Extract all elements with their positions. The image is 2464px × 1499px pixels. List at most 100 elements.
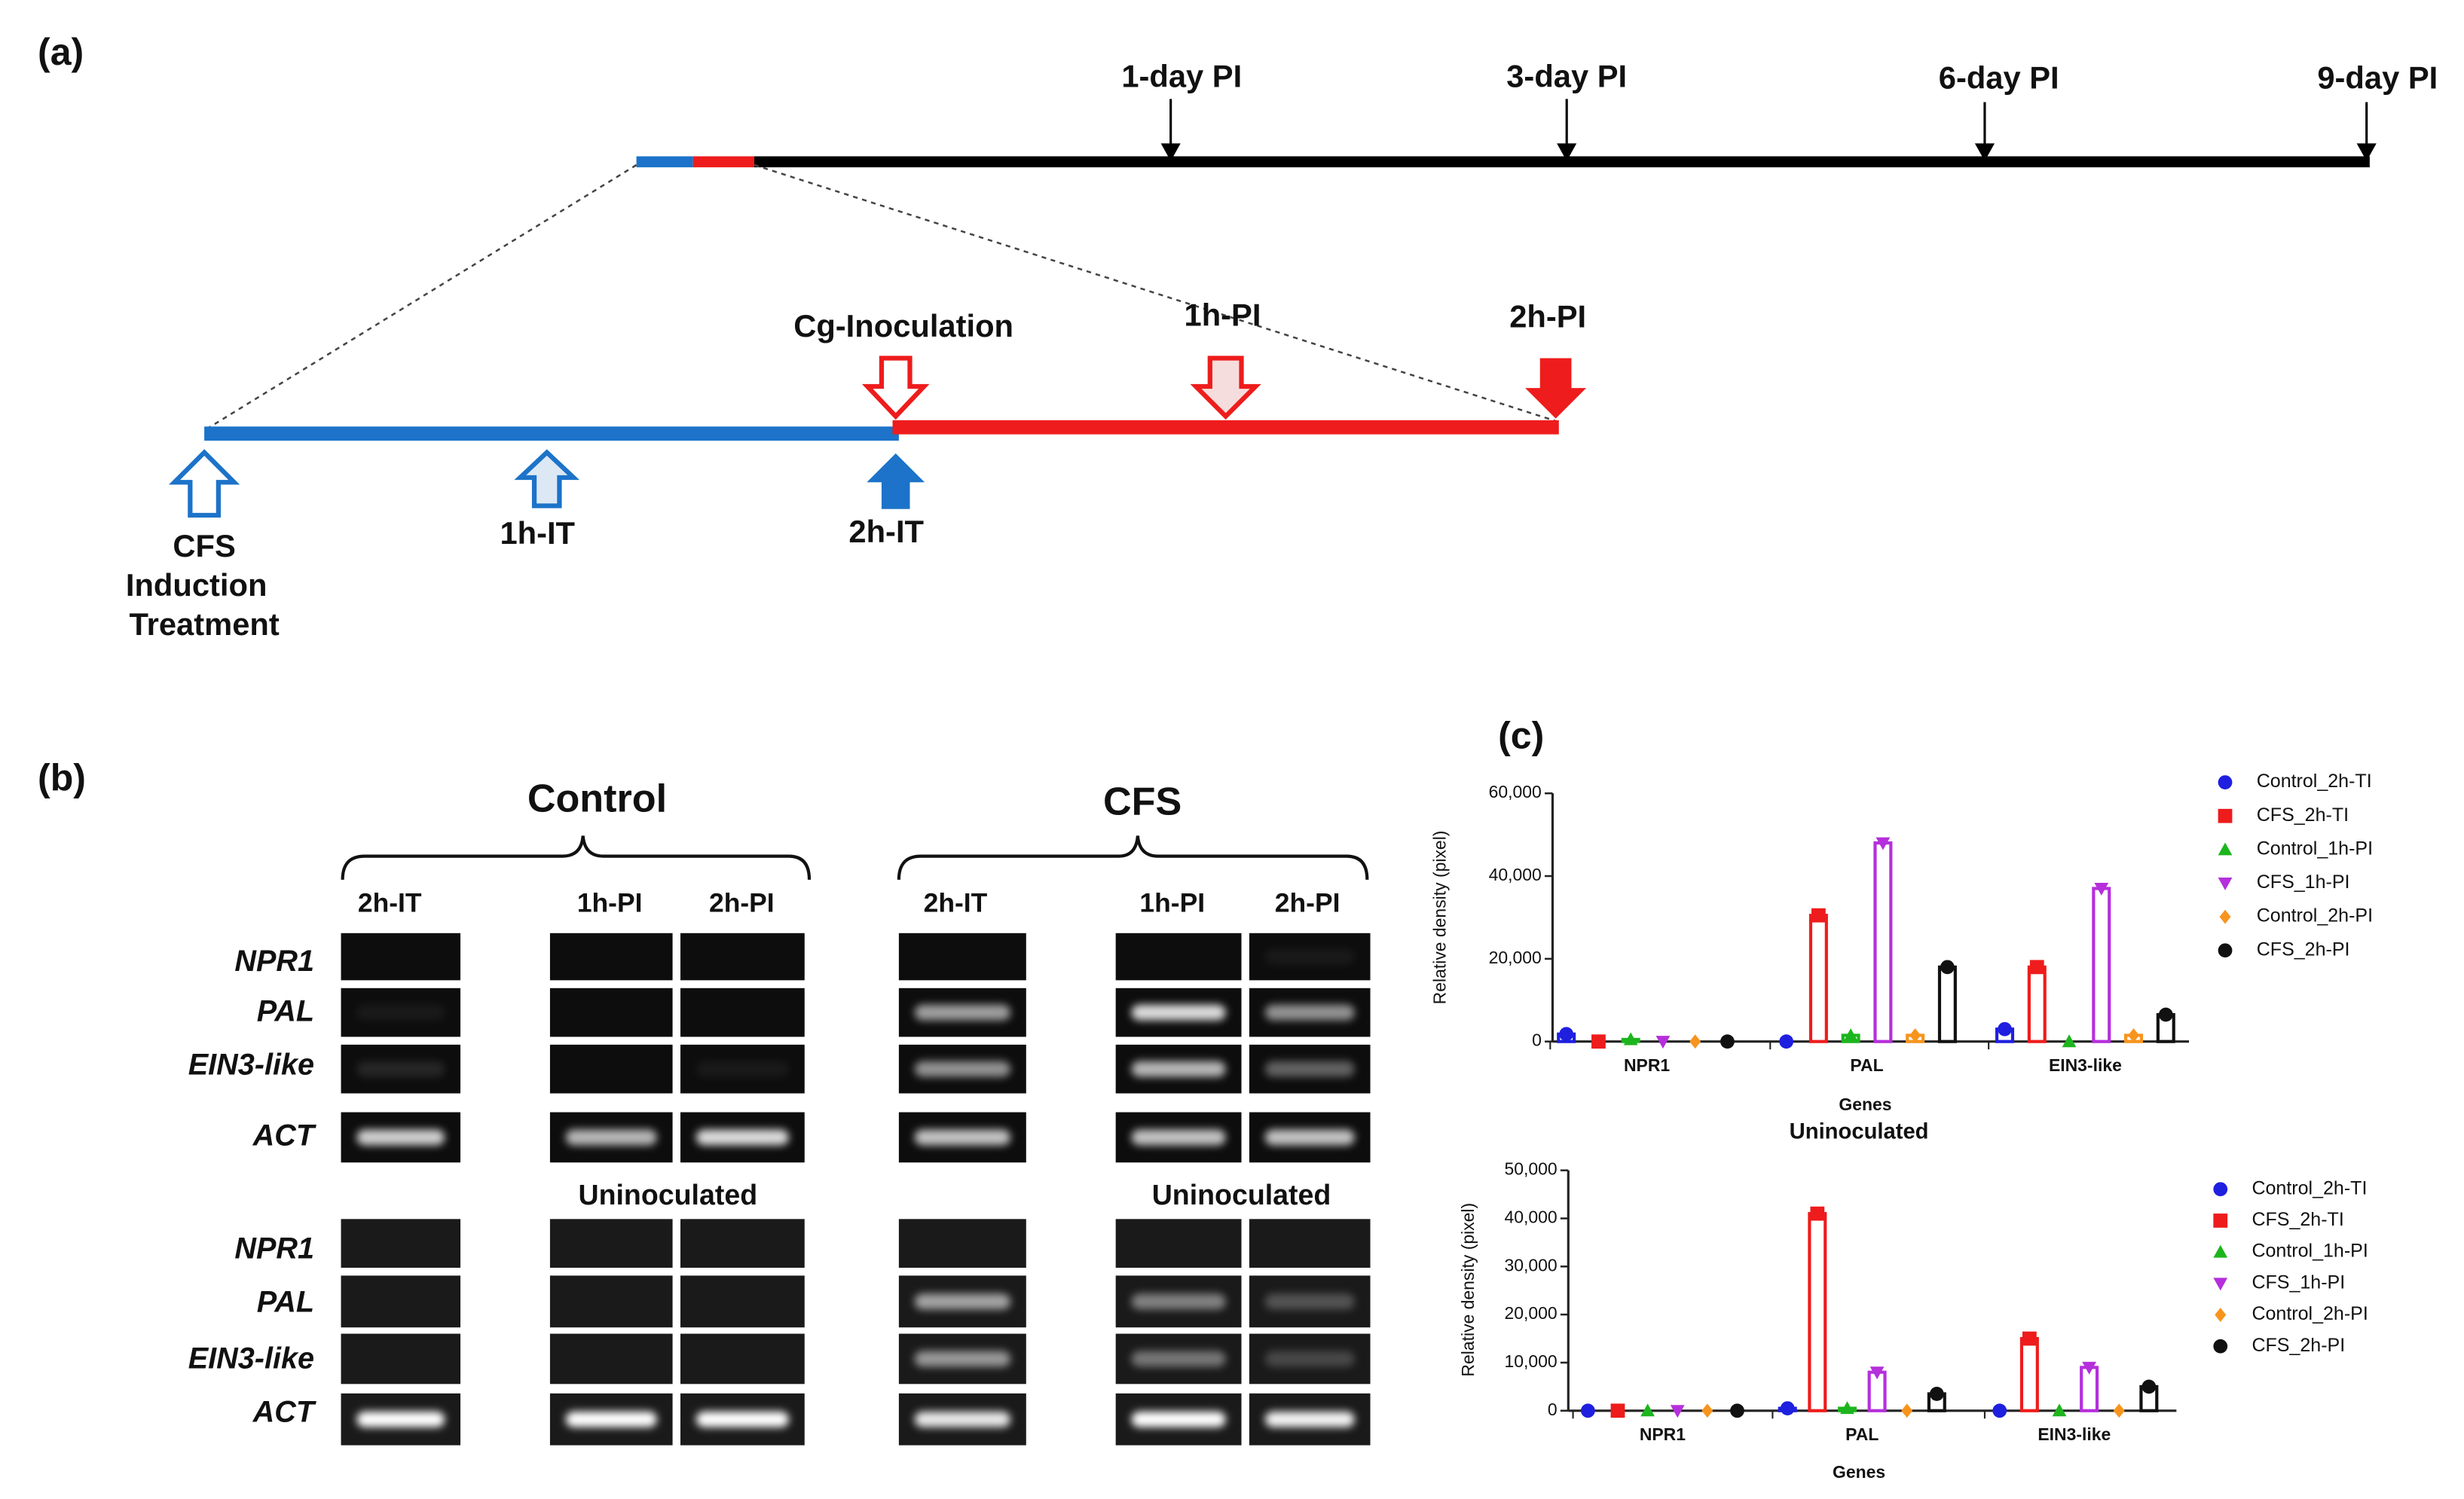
section-label: Uninoculated <box>579 1179 758 1210</box>
gel-band <box>356 1004 445 1021</box>
gel-band <box>695 1061 789 1077</box>
day-label: 1-day PI <box>1121 58 1242 93</box>
panel-label: (b) <box>38 757 86 799</box>
panel-label: (a) <box>38 31 84 73</box>
arrow <box>514 449 580 508</box>
gel-box <box>549 933 673 981</box>
gel-box <box>341 933 461 981</box>
marker <box>2213 1278 2228 1291</box>
arrow <box>168 449 240 518</box>
marker <box>1730 1403 1744 1418</box>
event-label: 2h-IT <box>848 514 924 549</box>
gel-box <box>680 1219 805 1268</box>
marker <box>2213 1182 2228 1197</box>
gene-label: PAL <box>257 995 314 1028</box>
marker <box>1701 1403 1713 1418</box>
marker <box>2215 1308 2227 1322</box>
marker <box>2218 877 2233 890</box>
panel-label: (c) <box>1498 714 1544 756</box>
section-label: Uninoculated <box>1152 1179 1331 1210</box>
gel-band <box>1131 1293 1226 1310</box>
gene-label: ACT <box>252 1395 316 1428</box>
legend-label: CFS_2h-PI <box>2257 939 2350 960</box>
y-tick-label: 10,000 <box>1505 1351 1558 1371</box>
gel-box <box>549 1275 673 1328</box>
event-label: 2h-PI <box>1509 298 1586 334</box>
zoom-line <box>754 163 1556 423</box>
marker <box>2062 1034 2077 1048</box>
lane-label: 2h-IT <box>924 888 988 918</box>
marker <box>2082 1361 2097 1375</box>
arrow <box>867 453 925 509</box>
marker <box>1940 960 1955 975</box>
legend-label: Control_2h-TI <box>2252 1177 2367 1198</box>
marker <box>1843 1028 1858 1041</box>
y-tick-label: 60,000 <box>1489 782 1542 801</box>
x-tick-label: NPR1 <box>1640 1424 1686 1444</box>
marker <box>2218 775 2233 789</box>
gene-label: EIN3-like <box>188 1049 314 1082</box>
marker <box>1640 1403 1655 1417</box>
marker <box>1610 1403 1625 1418</box>
y-tick-label: 0 <box>1532 1030 1542 1050</box>
marker <box>1580 1403 1595 1418</box>
x-tick-label: EIN3-like <box>2049 1055 2122 1075</box>
y-tick-label: 20,000 <box>1489 948 1542 967</box>
legend-label: Control_2h-TI <box>2257 771 2372 792</box>
y-tick-label: 0 <box>1548 1400 1558 1419</box>
bar <box>2027 965 2047 1043</box>
zoom-line <box>203 163 637 432</box>
brace <box>341 835 812 880</box>
marker <box>1655 1036 1671 1049</box>
marker <box>2213 1214 2228 1228</box>
gel-band <box>914 1293 1010 1310</box>
legend-label: CFS_1h-PI <box>2257 872 2350 893</box>
gel-box <box>341 1275 461 1328</box>
group-label: Control <box>527 777 667 820</box>
gel-band <box>1264 948 1355 965</box>
marker <box>2141 1379 2157 1394</box>
legend-label: Control_1h-PI <box>2257 838 2373 859</box>
gene-label: ACT <box>252 1119 316 1152</box>
marker <box>2029 960 2044 975</box>
legend-label: Control_2h-PI <box>2257 905 2373 927</box>
marker <box>2094 882 2109 896</box>
lane-label: 2h-PI <box>1275 888 1341 918</box>
marker <box>1780 1401 1795 1415</box>
gel-band <box>1264 1061 1355 1077</box>
gel-box <box>1249 1219 1371 1268</box>
gel-band <box>356 1411 445 1427</box>
gel-band <box>356 1129 445 1146</box>
event-label: Induction <box>126 567 267 603</box>
gel-band <box>914 1004 1010 1021</box>
gel-band <box>1264 1351 1355 1367</box>
gel-band <box>1131 1004 1226 1021</box>
gel-band <box>914 1129 1010 1146</box>
marker <box>1591 1034 1606 1049</box>
lane-label: 1h-PI <box>577 888 643 918</box>
marker <box>1992 1403 2007 1418</box>
marker <box>2218 808 2233 823</box>
lane-label: 2h-IT <box>358 888 422 918</box>
marker <box>2213 1244 2228 1258</box>
gel-box <box>549 1044 673 1094</box>
gel-band <box>695 1129 789 1146</box>
day-label: 3-day PI <box>1506 58 1627 93</box>
event-label: Cg-Inoculation <box>793 308 1013 343</box>
gel-box <box>680 1333 805 1385</box>
legend-label: CFS_2h-TI <box>2257 804 2349 826</box>
arrow <box>861 356 930 420</box>
gel-box <box>549 1333 673 1385</box>
bar <box>1808 914 1828 1043</box>
gel-band <box>565 1411 657 1427</box>
y-axis-label: Relative density (pixel) <box>1458 1203 1478 1377</box>
marker <box>1811 908 1826 923</box>
gel-band <box>1264 1411 1355 1427</box>
bar <box>2019 1336 2039 1412</box>
marker <box>1689 1034 1701 1049</box>
x-tick-label: NPR1 <box>1624 1055 1670 1075</box>
gene-label: EIN3-like <box>188 1342 314 1375</box>
gel-band <box>1264 1129 1355 1146</box>
gene-label: NPR1 <box>234 945 314 978</box>
legend-label: CFS_2h-PI <box>2252 1335 2345 1356</box>
